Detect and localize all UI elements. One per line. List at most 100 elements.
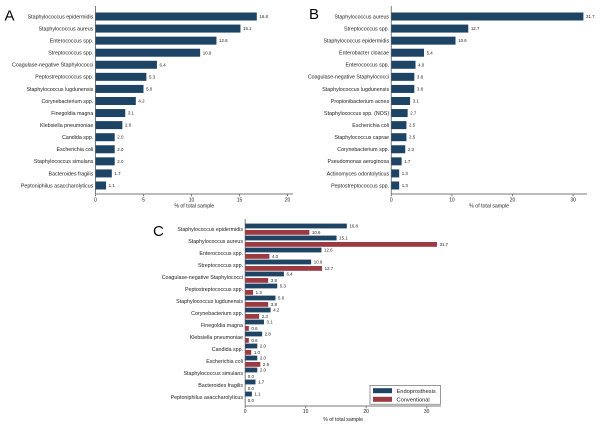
svg-text:0.0: 0.0 (248, 374, 255, 379)
svg-text:12.6: 12.6 (324, 248, 333, 253)
svg-text:Conventional: Conventional (397, 397, 430, 403)
svg-text:0.0: 0.0 (248, 398, 255, 403)
svg-text:% of total sample: % of total sample (174, 203, 214, 209)
svg-text:20: 20 (285, 198, 291, 204)
svg-text:Bacteroides fragilis: Bacteroides fragilis (198, 383, 243, 389)
svg-text:Staphylococcus lugdunensis: Staphylococcus lugdunensis (322, 87, 389, 93)
svg-text:Staphylococcus aureus: Staphylococcus aureus (334, 14, 389, 20)
svg-text:2.5: 2.5 (263, 362, 270, 367)
svg-text:Staphylococcus spp. (NOS): Staphylococcus spp. (NOS) (324, 111, 389, 117)
svg-text:Peptostreptococcus spp.: Peptostreptococcus spp. (185, 287, 243, 293)
svg-text:2.3: 2.3 (262, 314, 269, 319)
svg-text:12.7: 12.7 (325, 266, 334, 271)
svg-text:Actinomyces odontolyticus: Actinomyces odontolyticus (327, 171, 390, 177)
svg-text:2.0: 2.0 (117, 135, 124, 140)
svg-text:1.3: 1.3 (402, 171, 409, 176)
svg-text:0: 0 (390, 198, 393, 204)
svg-text:Staphylococcus aureus: Staphylococcus aureus (188, 239, 243, 245)
svg-text:Peptoniphilus asaccharolyticus: Peptoniphilus asaccharolyticus (21, 183, 94, 189)
svg-text:2.7: 2.7 (410, 111, 417, 116)
svg-text:6.4: 6.4 (160, 62, 167, 67)
svg-text:Coagulase-negative Staphylococ: Coagulase-negative Staphylococci (12, 63, 93, 69)
svg-text:Propionibacterium acnes: Propionibacterium acnes (331, 99, 390, 105)
svg-text:3.1: 3.1 (128, 111, 135, 116)
svg-text:B: B (309, 6, 319, 23)
svg-text:1.1: 1.1 (254, 392, 261, 397)
svg-text:15: 15 (237, 198, 243, 204)
svg-text:Corynebacterium spp.: Corynebacterium spp. (191, 311, 243, 317)
svg-text:% of total sample: % of total sample (469, 203, 509, 209)
svg-text:10: 10 (449, 198, 455, 204)
svg-text:0: 0 (244, 409, 247, 415)
svg-text:2.0: 2.0 (260, 368, 267, 373)
svg-text:Staphylococcus aureus: Staphylococcus aureus (39, 26, 94, 32)
svg-text:0.0: 0.0 (248, 386, 255, 391)
svg-text:Finegoldia magna: Finegoldia magna (51, 111, 93, 117)
svg-text:0.6: 0.6 (251, 326, 258, 331)
svg-text:10.9: 10.9 (203, 50, 212, 55)
svg-text:5.0: 5.0 (146, 86, 153, 91)
svg-text:2.5: 2.5 (409, 135, 416, 140)
svg-text:5: 5 (142, 198, 145, 204)
svg-text:4.2: 4.2 (138, 99, 145, 104)
svg-text:Staphylococcus simulans: Staphylococcus simulans (34, 159, 94, 165)
svg-text:4.0: 4.0 (418, 62, 425, 67)
svg-text:Coagulase-negative Staphylococ: Coagulase-negative Staphylococci (162, 275, 243, 281)
svg-text:Escherichia coli: Escherichia coli (352, 123, 389, 129)
svg-text:2.5: 2.5 (409, 123, 416, 128)
svg-text:Staphylococcus epidermidis: Staphylococcus epidermidis (177, 227, 243, 233)
svg-text:1.3: 1.3 (402, 183, 409, 188)
svg-text:Staphylococcus simulans: Staphylococcus simulans (184, 371, 244, 377)
svg-text:5.0: 5.0 (278, 296, 285, 301)
svg-text:1.3: 1.3 (256, 290, 263, 295)
svg-text:2.0: 2.0 (117, 147, 124, 152)
svg-text:2.0: 2.0 (117, 159, 124, 164)
svg-text:16.8: 16.8 (259, 14, 268, 19)
svg-text:Enterobacter cloacae: Enterobacter cloacae (339, 51, 389, 57)
svg-text:1.0: 1.0 (254, 350, 261, 355)
svg-text:6.4: 6.4 (287, 272, 294, 277)
svg-text:Peptostreptococcus spp.: Peptostreptococcus spp. (35, 75, 93, 81)
svg-text:10: 10 (303, 409, 309, 415)
svg-text:4.0: 4.0 (272, 254, 279, 259)
svg-text:2.0: 2.0 (260, 356, 267, 361)
svg-text:10.6: 10.6 (458, 38, 467, 43)
svg-text:Streptococcus spp.: Streptococcus spp. (198, 263, 243, 269)
svg-text:Escherichia coli: Escherichia coli (56, 147, 93, 153)
svg-text:1.1: 1.1 (109, 183, 116, 188)
svg-text:2.8: 2.8 (265, 332, 272, 337)
svg-text:3.8: 3.8 (417, 74, 424, 79)
svg-text:Enterococcus spp.: Enterococcus spp. (346, 63, 390, 69)
svg-text:0: 0 (94, 198, 97, 204)
svg-text:Endoprosthesis: Endoprosthesis (397, 389, 436, 395)
svg-text:10: 10 (189, 198, 195, 204)
svg-text:15.1: 15.1 (339, 236, 348, 241)
svg-text:Escherichia coli: Escherichia coli (206, 359, 243, 365)
svg-text:2.0: 2.0 (260, 344, 267, 349)
svg-text:12.7: 12.7 (471, 26, 480, 31)
svg-text:Staphylococcus lugdunensis: Staphylococcus lugdunensis (26, 87, 93, 93)
svg-text:Enterococcus spp.: Enterococcus spp. (50, 38, 94, 44)
svg-text:Coagulase-negative Staphylococ: Coagulase-negative Staphylococci (308, 75, 389, 81)
svg-text:20: 20 (363, 409, 369, 415)
svg-text:Corynebacterium spp.: Corynebacterium spp. (41, 99, 93, 105)
svg-text:5.4: 5.4 (427, 50, 434, 55)
svg-text:Klebsiella pneumoniae: Klebsiella pneumoniae (190, 335, 243, 341)
svg-text:4.2: 4.2 (273, 308, 280, 313)
svg-text:3.8: 3.8 (417, 86, 424, 91)
svg-text:Streptococcus spp.: Streptococcus spp. (344, 26, 389, 32)
svg-text:Staphylococcus lugdunensis: Staphylococcus lugdunensis (176, 299, 243, 305)
svg-text:A: A (5, 8, 15, 25)
svg-text:Candida spp.: Candida spp. (62, 135, 93, 141)
svg-text:10.6: 10.6 (312, 230, 321, 235)
svg-text:31.7: 31.7 (440, 242, 449, 247)
svg-text:Bacteroides fragilis: Bacteroides fragilis (49, 171, 94, 177)
svg-text:Enterococcus spp.: Enterococcus spp. (199, 251, 243, 257)
svg-text:31.7: 31.7 (586, 14, 595, 19)
svg-text:1.7: 1.7 (404, 159, 411, 164)
svg-text:16.8: 16.8 (349, 224, 358, 229)
svg-text:0.6: 0.6 (251, 338, 258, 343)
svg-text:C: C (153, 223, 164, 240)
svg-text:Finegoldia magna: Finegoldia magna (201, 323, 243, 329)
svg-text:5.3: 5.3 (149, 74, 156, 79)
